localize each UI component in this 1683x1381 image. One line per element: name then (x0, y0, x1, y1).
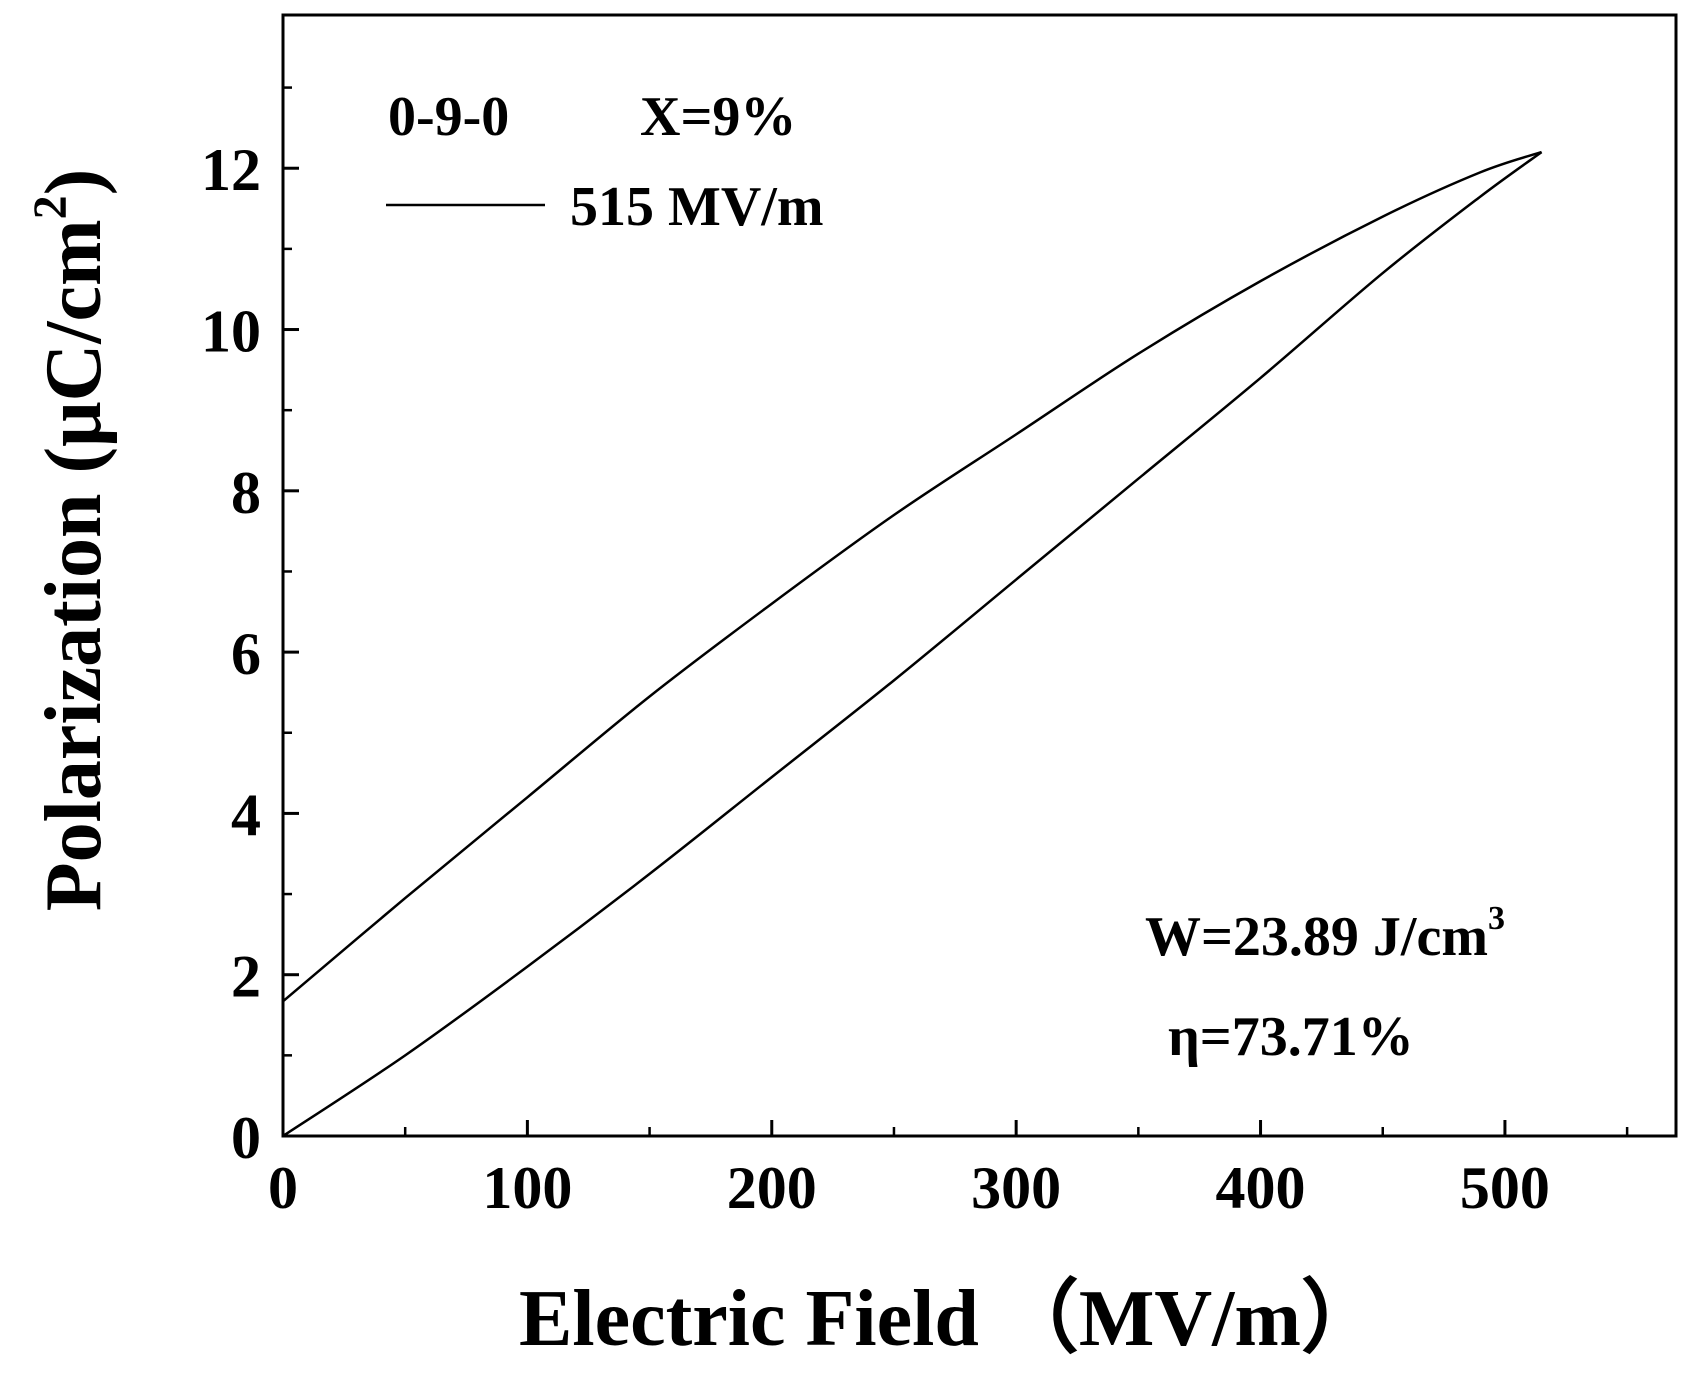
discharge-branch-line (283, 152, 1542, 1001)
x-tick-label: 400 (1216, 1155, 1306, 1221)
y-axis-label: Polarization (μC/cm2) (24, 169, 118, 911)
y-tick-label: 8 (231, 460, 261, 526)
charge-branch-line (283, 152, 1542, 1136)
energy-density-annotation: W=23.89 J/cm3 (1145, 900, 1505, 968)
x-tick-label: 300 (971, 1155, 1061, 1221)
y-tick-label: 0 (231, 1105, 261, 1171)
y-axis-label-sup: 2 (24, 195, 77, 219)
y-tick-label: 12 (201, 137, 261, 203)
energy-density-superscript: 3 (1488, 900, 1505, 937)
y-axis-label-main: Polarization (μC/cm (30, 219, 118, 911)
pe-loop-chart: 0 100 200 300 400 500 0 2 4 6 8 10 12 0-9-0 X=9% 515… (0, 0, 1683, 1381)
legend-header-ratio: X=9% (640, 86, 796, 148)
y-tick-label: 6 (231, 621, 261, 687)
x-tick-label: 200 (727, 1155, 817, 1221)
legend-entry-label: 515 MV/m (570, 176, 824, 238)
energy-density-text: W=23.89 J/cm (1145, 906, 1488, 968)
x-tick-label: 500 (1460, 1155, 1550, 1221)
y-tick-label: 4 (231, 782, 261, 848)
y-tick-label: 2 (231, 944, 261, 1010)
legend-header-sample: 0-9-0 (388, 86, 509, 148)
efficiency-annotation: η=73.71% (1168, 1006, 1414, 1068)
x-tick-label: 0 (268, 1155, 298, 1221)
y-tick-label: 10 (201, 299, 261, 365)
y-axis-label-close: ) (30, 169, 118, 196)
x-tick-label: 100 (482, 1155, 572, 1221)
x-axis-label: Electric Field （MV/m） (519, 1275, 1381, 1363)
